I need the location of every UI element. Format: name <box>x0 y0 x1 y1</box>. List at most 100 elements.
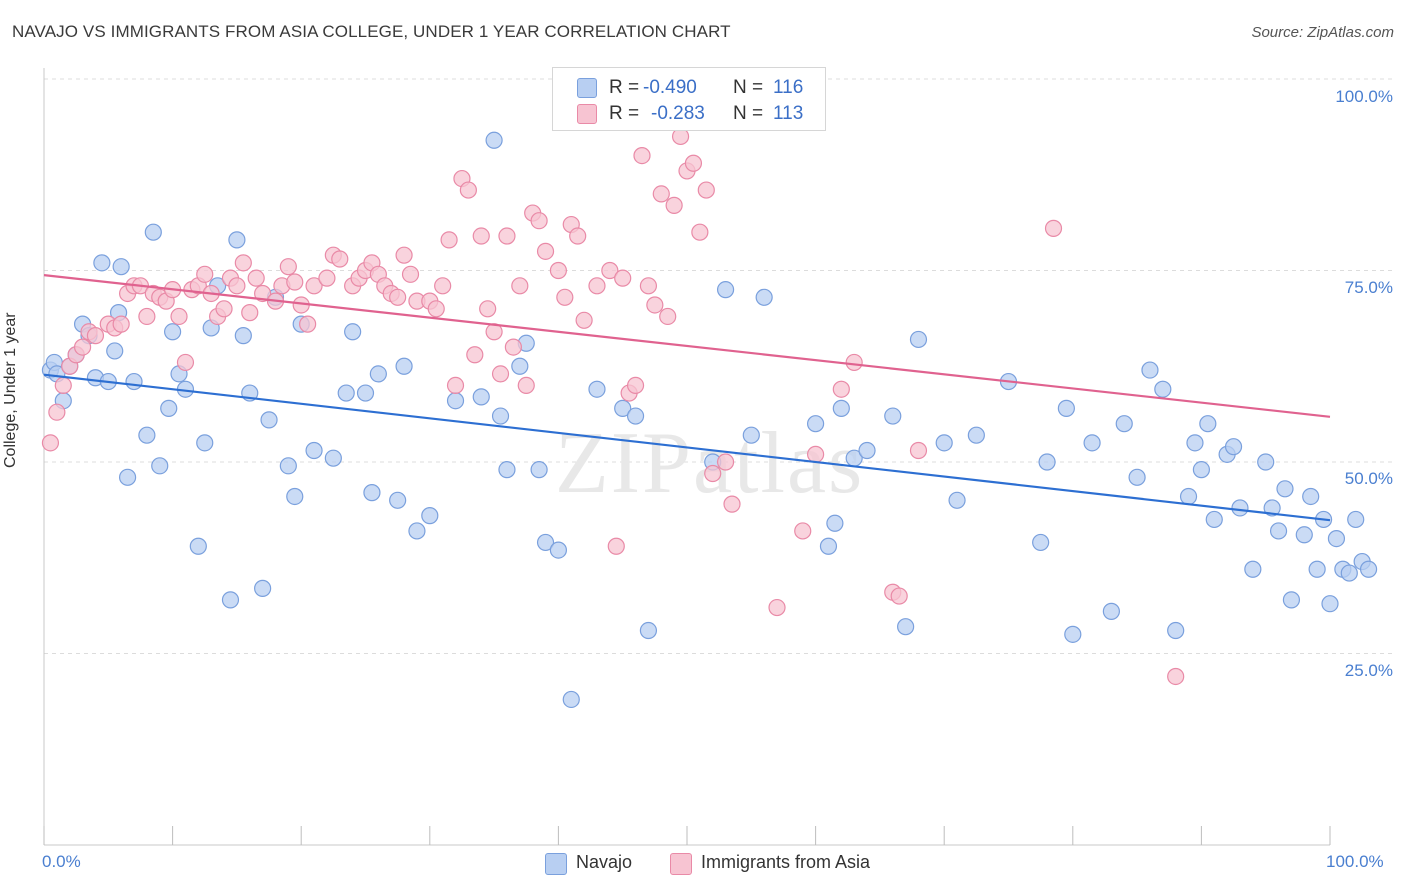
asia-point <box>890 587 908 605</box>
asia-point <box>389 288 407 306</box>
navajo-point <box>1231 499 1249 517</box>
n-label: N = <box>733 103 764 124</box>
x-tick-100: 100.0% <box>1326 852 1384 871</box>
navajo-point <box>324 449 342 467</box>
navajo-point <box>395 357 413 375</box>
navajo-point <box>819 537 838 555</box>
asia-point <box>401 265 420 283</box>
navajo-point <box>614 399 632 417</box>
navajo-point <box>530 461 548 479</box>
r-value: -0.490 <box>643 77 697 98</box>
asia-point <box>684 154 703 172</box>
asia-point <box>517 376 535 394</box>
y-axis-label: College, Under 1 year <box>2 312 19 468</box>
navajo-point <box>160 399 178 417</box>
asia-point <box>138 307 156 326</box>
navajo-point <box>639 621 658 640</box>
x-tick-0: 0.0% <box>42 852 81 871</box>
y-tick-100: 100.0% <box>1335 87 1393 106</box>
asia-point <box>331 250 349 268</box>
navajo-point <box>228 231 246 249</box>
asia-point <box>254 284 272 303</box>
asia-point <box>479 300 497 318</box>
asia-point <box>395 246 413 264</box>
r-label: R = <box>609 103 640 124</box>
asia-point <box>466 346 484 364</box>
navajo-point <box>1032 533 1050 552</box>
navajo-point <box>884 407 902 425</box>
source-label: Source: ZipAtlas.com <box>1251 24 1394 41</box>
asia-point <box>48 403 66 421</box>
navajo-point <box>138 426 156 444</box>
asia-point <box>716 453 735 471</box>
navajo-point <box>446 392 465 410</box>
navajo-point <box>742 426 760 444</box>
navajo-point <box>1083 434 1101 452</box>
navajo-point <box>363 484 381 502</box>
asia-point <box>1044 219 1063 237</box>
navajo-point <box>356 384 375 402</box>
navajo-point <box>511 357 529 375</box>
asia-point <box>446 376 465 394</box>
chart-title: NAVAJO VS IMMIGRANTS FROM ASIA COLLEGE, … <box>12 22 731 41</box>
navajo-point <box>485 131 503 149</box>
asia-point <box>665 196 683 214</box>
navajo-point <box>716 281 735 299</box>
y-tick-75: 75.0% <box>1344 278 1393 297</box>
trend-lines <box>43 274 1331 522</box>
stats-legend: R = -0.490 N = 116 R = -0.283 N = 113 <box>552 67 826 131</box>
asia-point <box>723 495 741 513</box>
asia-points <box>41 127 1185 686</box>
navajo-point <box>1038 453 1056 471</box>
navajo-point <box>305 441 323 460</box>
navajo-point <box>1295 526 1313 544</box>
navajo-point <box>144 223 162 241</box>
navajo-point <box>1057 399 1075 417</box>
navajo-point <box>112 258 130 276</box>
navajo-point <box>234 327 252 345</box>
navajo-point <box>337 384 355 402</box>
asia-point <box>459 181 477 199</box>
asia-point <box>691 223 709 241</box>
asia-point <box>659 307 677 326</box>
asia-point <box>472 227 490 245</box>
asia-point <box>794 522 812 540</box>
asia-point <box>215 300 233 318</box>
asia-point <box>845 353 863 372</box>
asia-point <box>697 181 715 199</box>
navajo-point <box>832 399 850 417</box>
navajo-point <box>935 434 953 452</box>
navajo-point <box>562 690 580 709</box>
navajo-point <box>344 323 362 341</box>
asia-point <box>639 277 658 295</box>
navajo-point <box>1302 487 1320 506</box>
n-value: 116 <box>773 77 804 98</box>
asia-point <box>491 365 510 383</box>
asia-point <box>440 231 458 249</box>
asia-point <box>909 441 928 460</box>
asia-point <box>427 300 445 318</box>
asia-point <box>601 261 619 280</box>
navajo-point <box>1263 499 1281 517</box>
navajo-point <box>1192 461 1211 479</box>
asia-point <box>305 277 323 295</box>
navajo-point <box>1205 510 1223 529</box>
asia-point <box>247 269 265 287</box>
asia-point <box>86 327 105 345</box>
navajo-point <box>1224 438 1243 456</box>
navajo-point <box>421 507 439 525</box>
navajo-point <box>93 254 111 272</box>
asia-point <box>704 464 722 483</box>
asia-point <box>54 376 72 394</box>
navajo-point <box>408 522 426 540</box>
asia-point <box>575 311 593 329</box>
navajo-point <box>1244 560 1262 578</box>
navajo-point <box>1115 415 1133 433</box>
asia-point <box>434 277 452 295</box>
navajo-point <box>1167 621 1185 640</box>
navajo-point <box>1199 415 1217 433</box>
y-tick-25: 25.0% <box>1344 661 1393 680</box>
navajo-point <box>491 407 510 425</box>
navajo-point <box>967 426 985 444</box>
